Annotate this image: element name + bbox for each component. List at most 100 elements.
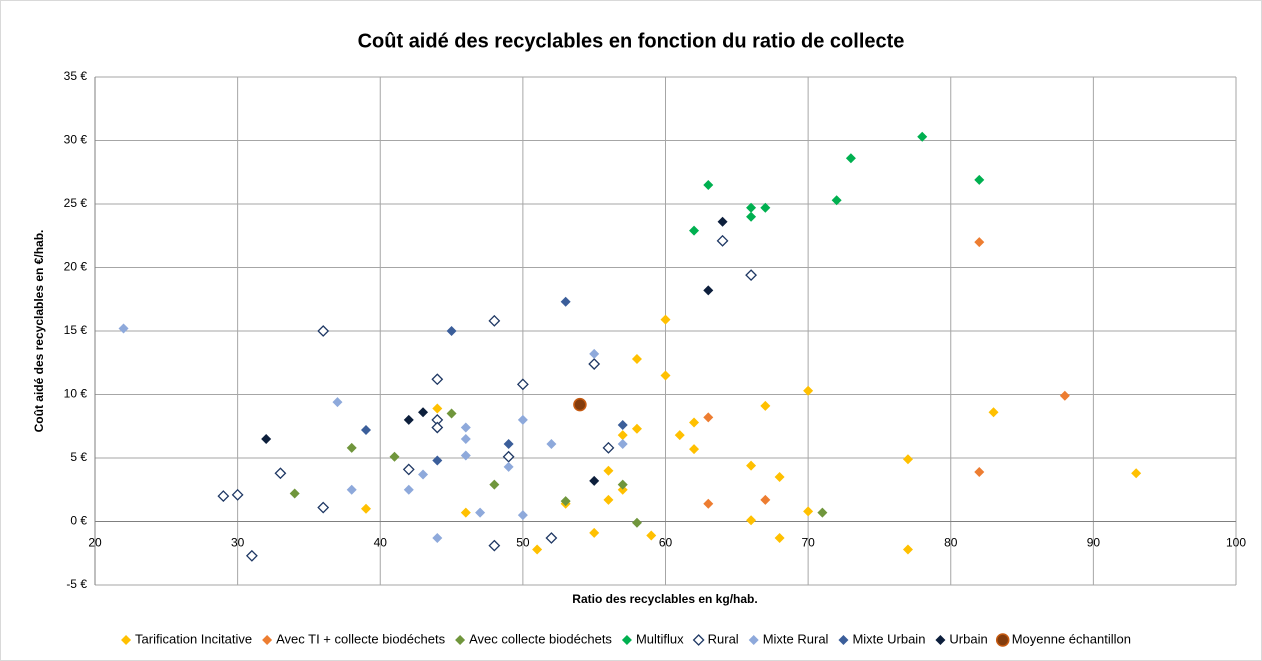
point [589, 348, 600, 359]
point [289, 488, 300, 499]
point [745, 269, 757, 282]
point [703, 412, 714, 423]
point [716, 234, 729, 247]
legend-marker [935, 635, 946, 645]
point [746, 202, 757, 213]
point [602, 441, 615, 454]
point [475, 507, 486, 518]
point [231, 488, 244, 501]
point [460, 422, 471, 433]
y-tick-label: 25 € [64, 196, 88, 210]
x-axis-title: Ratio des recyclables en kg/hab. [572, 592, 757, 606]
point [560, 496, 571, 507]
point [432, 403, 443, 414]
point [460, 433, 471, 444]
y-axis-title: Coût aidé des recyclables en €/hab. [32, 230, 46, 433]
point [603, 494, 614, 505]
point [617, 419, 628, 430]
point [360, 425, 371, 436]
point [631, 353, 642, 364]
point [617, 430, 628, 441]
point [974, 237, 985, 248]
y-tick-label: 35 € [64, 69, 88, 83]
point [588, 358, 601, 370]
legend-label: Moyenne échantillon [1012, 631, 1131, 646]
point [245, 549, 258, 562]
chart-title: Coût aidé des recyclables en fonction du… [358, 30, 905, 52]
point [974, 174, 985, 185]
y-tick-label: 5 € [70, 450, 87, 464]
point [346, 484, 357, 495]
point [803, 506, 814, 517]
point [589, 475, 600, 486]
y-tick-label: 20 € [64, 260, 88, 274]
legend-marker [838, 635, 849, 645]
point [317, 501, 330, 514]
point [902, 544, 913, 555]
point [746, 460, 757, 471]
point [360, 503, 371, 514]
point [488, 539, 501, 552]
point [317, 325, 330, 337]
point [418, 469, 429, 480]
point [603, 465, 614, 476]
point [516, 378, 529, 391]
point [546, 439, 557, 450]
x-tick-label: 50 [516, 536, 530, 550]
legend-marker [455, 635, 466, 645]
point [503, 461, 514, 472]
y-tick-label: 0 € [70, 514, 87, 528]
point [660, 314, 671, 325]
y-tick-label: 30 € [64, 133, 88, 147]
point [346, 442, 357, 453]
point [502, 450, 515, 463]
point [760, 202, 771, 213]
point [689, 225, 700, 236]
legend-marker [262, 635, 273, 645]
legend-label: Multiflux [636, 631, 684, 646]
point [845, 153, 856, 164]
point [389, 451, 400, 462]
point [774, 533, 785, 544]
point [274, 467, 287, 480]
point [532, 544, 543, 555]
point [646, 530, 657, 541]
point [689, 444, 700, 455]
point [689, 417, 700, 428]
point [917, 131, 928, 142]
x-tick-label: 60 [659, 536, 673, 550]
point [746, 515, 757, 526]
point [803, 385, 814, 396]
point [488, 314, 501, 327]
legend-marker [995, 633, 1010, 647]
legend-marker [692, 634, 705, 646]
point [460, 450, 471, 461]
point [703, 179, 714, 190]
point [403, 484, 414, 495]
x-tick-label: 70 [801, 536, 815, 550]
point [631, 517, 642, 528]
point [332, 397, 343, 408]
point [431, 373, 444, 386]
point [717, 216, 728, 227]
y-tick-label: -5 € [66, 577, 87, 591]
point [902, 454, 913, 465]
legend-label: Rural [708, 631, 739, 646]
legend-label: Mixte Urbain [852, 631, 925, 646]
point [489, 479, 500, 490]
legend-marker [121, 635, 132, 645]
point [974, 466, 985, 477]
point [660, 370, 671, 381]
point [617, 439, 628, 450]
point [631, 423, 642, 434]
point [517, 510, 528, 521]
point [403, 414, 414, 425]
point [560, 296, 571, 307]
point [573, 397, 587, 412]
x-tick-label: 80 [944, 536, 958, 550]
legend-label: Avec collecte biodéchets [469, 631, 612, 646]
point [446, 408, 457, 419]
point [460, 507, 471, 518]
point [760, 494, 771, 505]
